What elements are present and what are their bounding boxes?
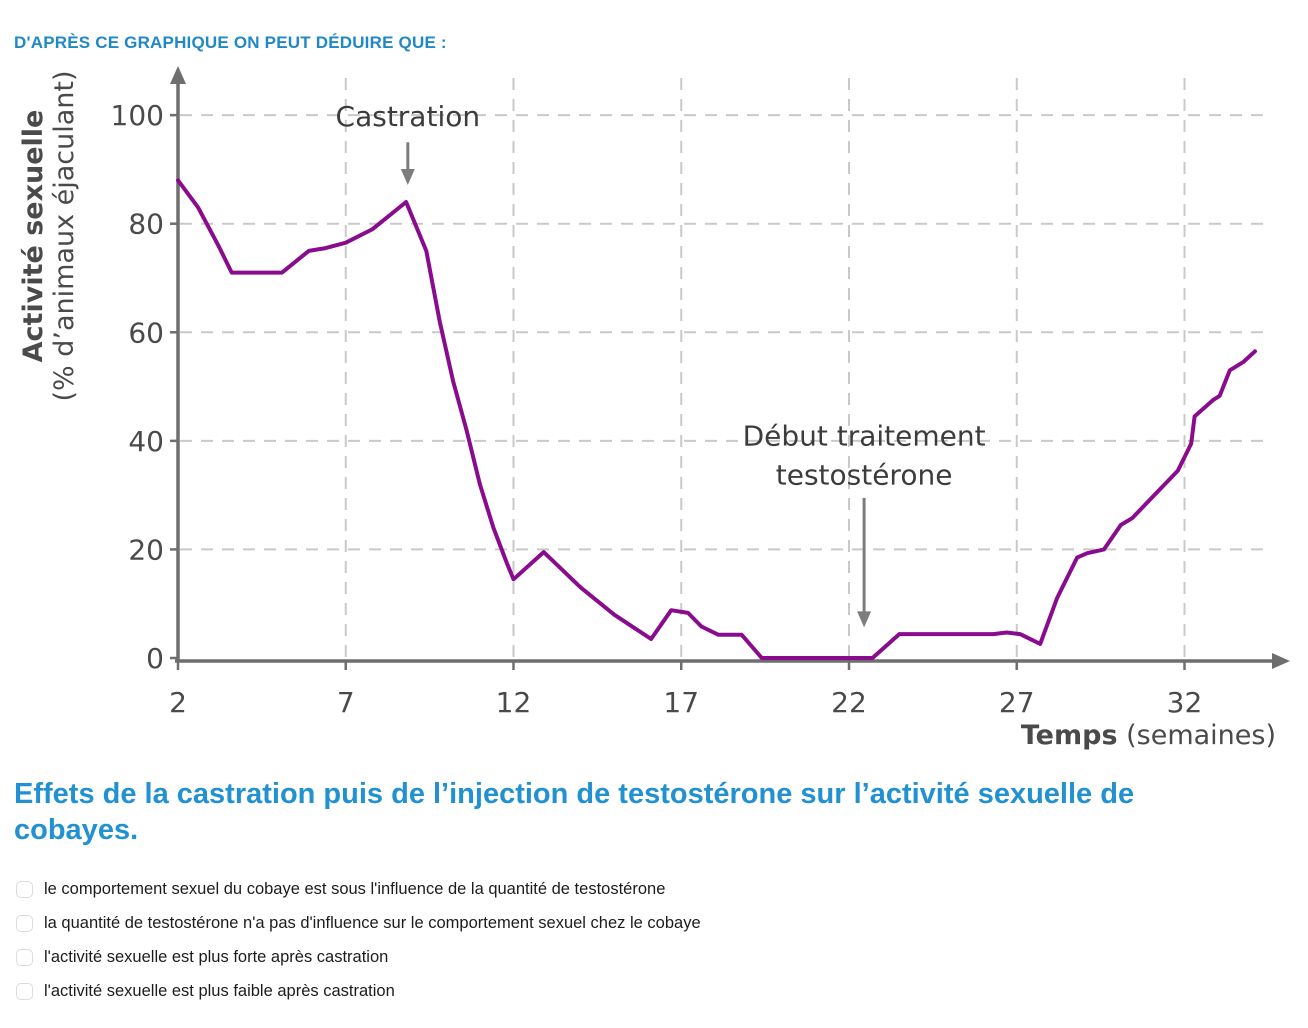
- down-arrow-icon: [400, 168, 415, 185]
- down-arrow-icon: [857, 611, 872, 628]
- axes: [170, 66, 1290, 669]
- svg-text:0: 0: [146, 642, 164, 675]
- checkbox-unchecked[interactable]: [16, 982, 33, 1000]
- svg-text:40: 40: [128, 425, 164, 458]
- checkbox-unchecked[interactable]: [16, 880, 33, 898]
- option-label[interactable]: le comportement sexuel du cobaye est sou…: [44, 879, 666, 898]
- checkbox-unchecked[interactable]: [16, 914, 33, 932]
- option-row-1[interactable]: le comportement sexuel du cobaye est sou…: [16, 872, 1296, 906]
- option-label[interactable]: l'activité sexuelle est plus forte après…: [44, 947, 389, 966]
- checkbox-unchecked[interactable]: [16, 948, 33, 966]
- annotation-castration: Castration: [336, 100, 481, 185]
- svg-text:17: 17: [663, 686, 699, 719]
- option-label[interactable]: la quantité de testostérone n'a pas d'in…: [44, 913, 701, 932]
- svg-text:100: 100: [111, 99, 164, 132]
- svg-text:Début traitement: Début traitement: [743, 419, 986, 452]
- svg-text:Castration: Castration: [336, 100, 481, 133]
- option-row-3[interactable]: l'activité sexuelle est plus forte après…: [16, 940, 1296, 974]
- svg-text:7: 7: [337, 686, 355, 719]
- svg-text:(% d’animaux éjaculant): (% d’animaux éjaculant): [49, 70, 80, 401]
- svg-text:27: 27: [999, 686, 1035, 719]
- grid-lines: [180, 78, 1270, 659]
- svg-text:12: 12: [496, 686, 532, 719]
- option-label[interactable]: l'activité sexuelle est plus faible aprè…: [44, 981, 395, 1000]
- y-axis-title: Activité sexuelle (% d’animaux éjaculant): [18, 70, 80, 401]
- svg-text:60: 60: [128, 316, 164, 349]
- option-row-4[interactable]: l'activité sexuelle est plus faible aprè…: [16, 974, 1296, 1008]
- chart-caption: Effets de la castration puis de l’inject…: [14, 778, 1135, 846]
- svg-text:testostérone: testostérone: [776, 458, 953, 491]
- annotation-testosterone: Début traitement testostérone: [743, 419, 986, 628]
- svg-text:32: 32: [1167, 686, 1203, 719]
- series: [176, 178, 1257, 660]
- option-row-2[interactable]: la quantité de testostérone n'a pas d'in…: [16, 906, 1296, 940]
- svg-text:2: 2: [169, 686, 187, 719]
- series-line: [176, 178, 1257, 660]
- answer-options: le comportement sexuel du cobaye est sou…: [16, 872, 1296, 1008]
- svg-text:Activité sexuelle: Activité sexuelle: [18, 110, 49, 363]
- svg-text:80: 80: [128, 208, 164, 241]
- svg-text:20: 20: [128, 533, 164, 566]
- x-axis-title: Temps (semaines): [1021, 720, 1276, 751]
- y-axis-arrow-icon: [170, 66, 186, 84]
- svg-text:22: 22: [831, 686, 867, 719]
- x-axis-arrow-icon: [1272, 653, 1290, 669]
- x-axis-title: Temps (semaines): [1021, 720, 1276, 751]
- quiz-prompt: D'APRÈS CE GRAPHIQUE ON PEUT DÉDUIRE QUE…: [14, 33, 447, 52]
